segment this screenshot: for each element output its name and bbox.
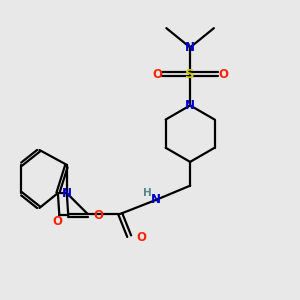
Text: N: N bbox=[62, 187, 72, 200]
Text: N: N bbox=[151, 194, 161, 206]
Text: O: O bbox=[218, 68, 228, 81]
Text: N: N bbox=[185, 41, 195, 54]
Text: O: O bbox=[136, 231, 147, 244]
Text: S: S bbox=[185, 68, 195, 81]
Text: O: O bbox=[152, 68, 162, 81]
Text: O: O bbox=[93, 209, 103, 222]
Text: H: H bbox=[143, 188, 152, 198]
Text: N: N bbox=[185, 99, 195, 112]
Text: O: O bbox=[53, 215, 63, 228]
